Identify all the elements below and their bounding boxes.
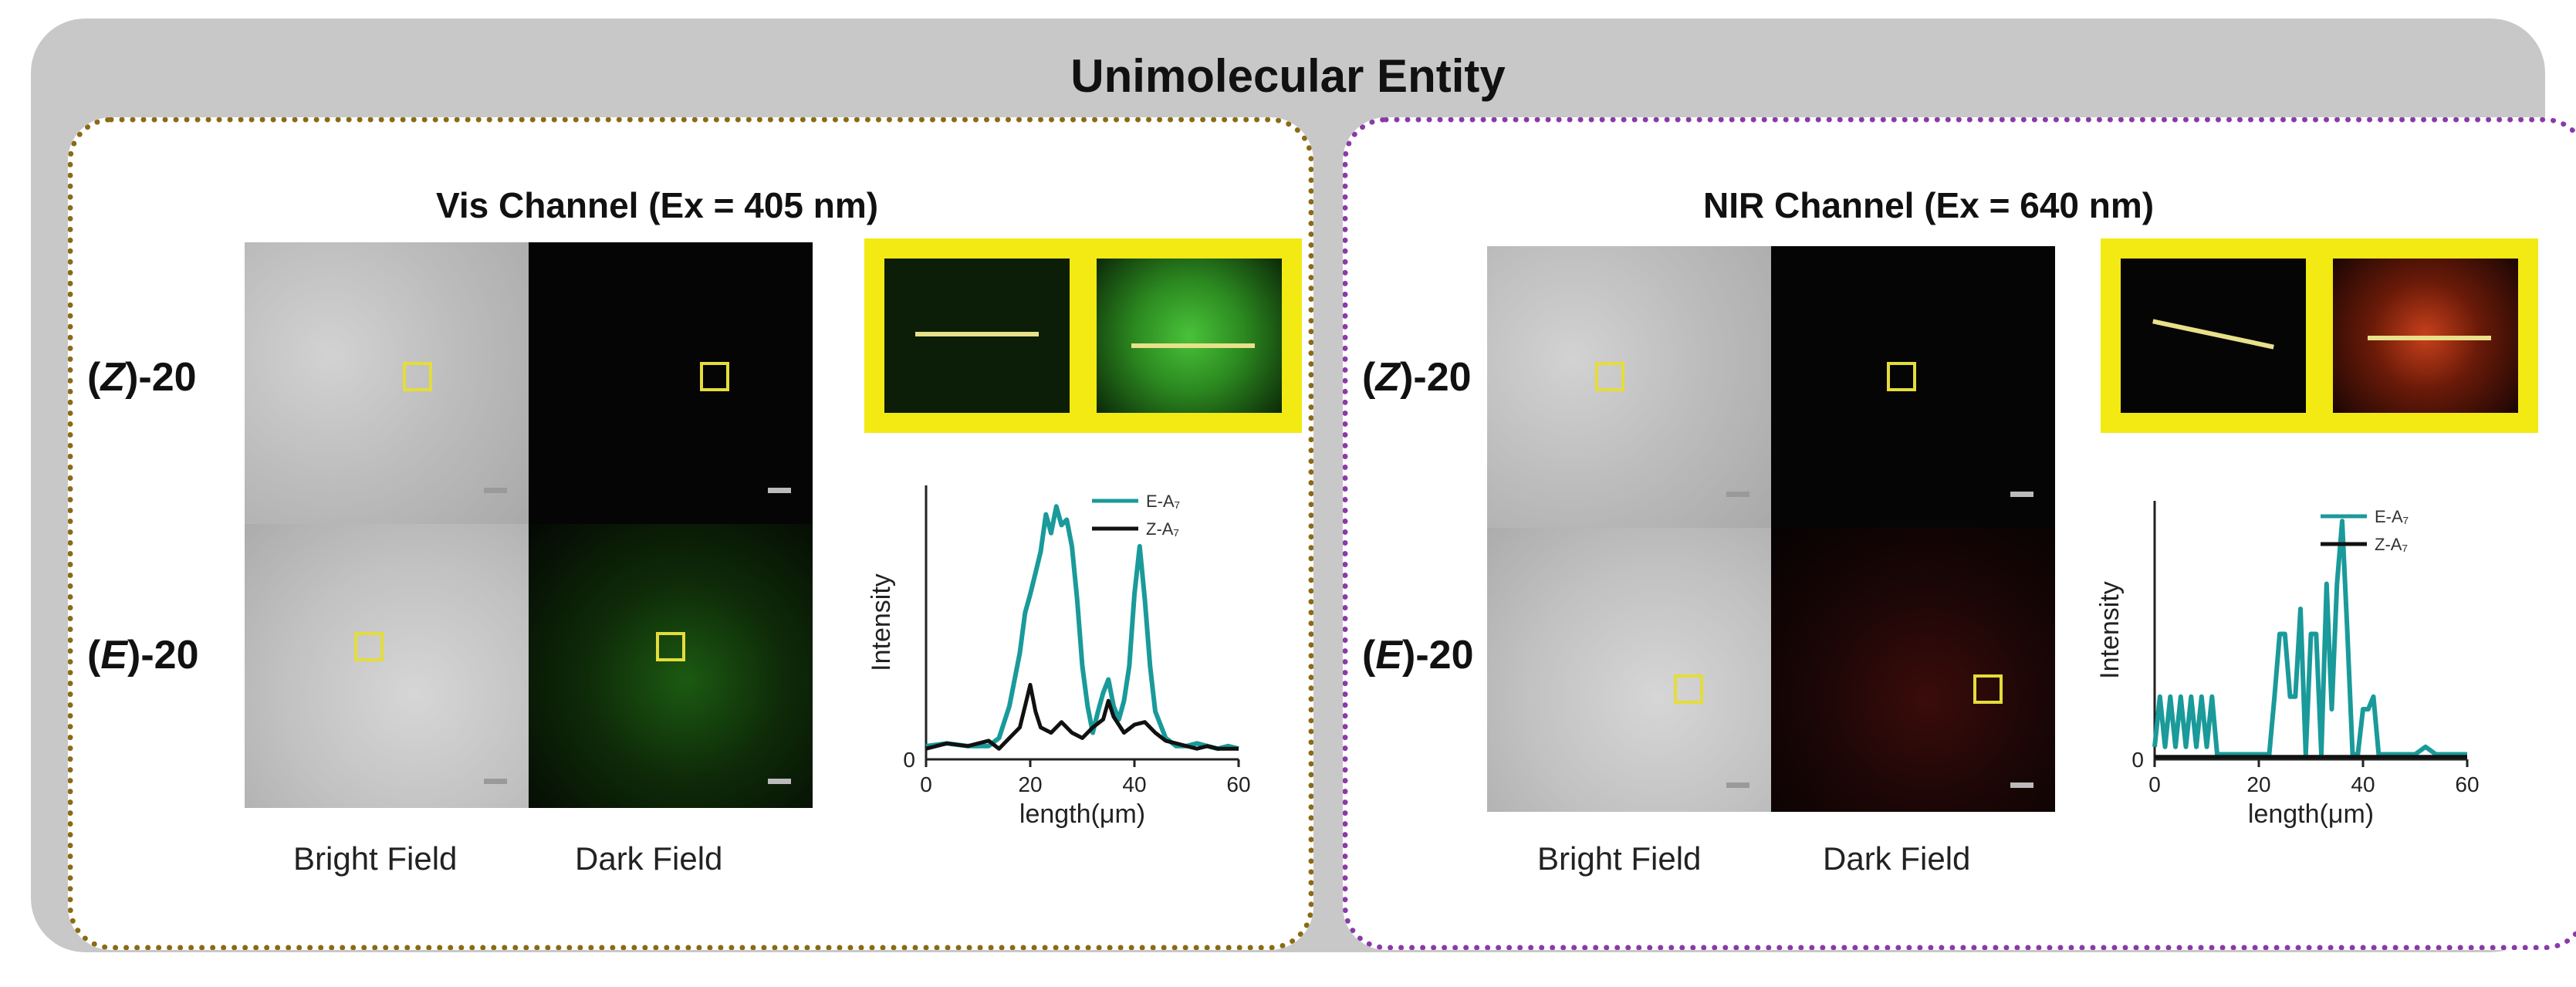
line-profile-marker — [915, 332, 1039, 336]
y-tick-label-0: 0 — [903, 748, 915, 772]
x-tick-label-2: 40 — [1122, 772, 1146, 796]
nir-e-zoom-inset — [2313, 238, 2538, 433]
roi-box — [1973, 674, 2003, 704]
vis-e-zoom-inset — [1077, 238, 1302, 433]
figure-title: Unimolecular Entity — [1070, 50, 1506, 102]
nir-row-label-e: (E)-20 — [1362, 633, 1474, 678]
roi-box — [1887, 362, 1916, 391]
roi-box — [354, 632, 384, 661]
scale-bar — [1726, 492, 1749, 497]
vis-z-zoom-inset — [864, 238, 1090, 433]
scale-bar — [2010, 492, 2033, 497]
vis-z-dark-field-image — [529, 242, 813, 524]
vis-bright-field-label: Bright Field — [293, 840, 458, 877]
legend-label-1: Z-A₇ — [2375, 535, 2408, 554]
legend-label-0: E-A₇ — [2375, 507, 2409, 526]
nir-channel-panel: NIR Channel (Ex = 640 nm) (Z)-20 (E)-20 … — [1343, 117, 2576, 950]
series-line-0 — [2152, 519, 2467, 757]
y-axis-label: Intensity — [2095, 581, 2125, 679]
x-tick-label-3: 60 — [2455, 772, 2479, 796]
line-profile-marker — [2368, 336, 2491, 340]
series-line-1 — [925, 682, 1239, 751]
line-profile-marker — [1131, 343, 1255, 348]
nir-bright-field-label: Bright Field — [1537, 840, 1702, 877]
figure-background: Unimolecular Entity Vis Channel (Ex = 40… — [31, 19, 2576, 952]
scale-bar — [2010, 783, 2033, 788]
line-profile-marker — [2152, 319, 2274, 350]
roi-box — [403, 362, 432, 391]
scale-bar — [768, 488, 791, 493]
y-tick-label-0: 0 — [2131, 748, 2144, 772]
vis-channel-panel: Vis Channel (Ex = 405 nm) (Z)-20 (E)-20 … — [68, 117, 1313, 950]
vis-z-bright-field-image — [245, 242, 529, 524]
vis-e-bright-field-image — [245, 524, 529, 808]
series-line-0 — [925, 504, 1239, 752]
vis-row-label-z: (Z)-20 — [87, 355, 197, 400]
vis-row-label-e: (E)-20 — [87, 633, 199, 678]
scale-bar — [484, 779, 507, 784]
y-axis-label: Intensity — [867, 573, 896, 671]
nir-row-label-z: (Z)-20 — [1362, 355, 1472, 400]
roi-box — [700, 362, 729, 391]
nir-z-bright-field-image — [1487, 246, 1771, 528]
vis-panel-title: Vis Channel (Ex = 405 nm) — [436, 185, 879, 225]
x-tick-label-3: 60 — [1226, 772, 1250, 796]
nir-e-dark-field-image — [1771, 528, 2055, 812]
nir-e-bright-field-image — [1487, 528, 1771, 812]
x-tick-label-0: 0 — [2148, 772, 2161, 796]
vis-e-dark-field-image — [529, 524, 813, 808]
legend-label-1: Z-A₇ — [1146, 519, 1179, 539]
x-tick-label-2: 40 — [2351, 772, 2375, 796]
vis-intensity-chart: 0 20 40 60 0 length(μm) Intensity E-A₇ Z-A₇ — [867, 485, 1251, 829]
x-tick-label-1: 20 — [2246, 772, 2270, 796]
nir-dark-field-label: Dark Field — [1823, 840, 1971, 877]
vis-dark-field-label: Dark Field — [575, 840, 723, 877]
nir-intensity-chart: 0 20 40 60 0 length(μm) Intensity E-A₇ Z-A₇ — [2095, 501, 2480, 829]
nir-z-dark-field-image — [1771, 246, 2055, 528]
x-tick-label-1: 20 — [1018, 772, 1042, 796]
roi-box — [1674, 674, 1703, 704]
scale-bar — [484, 488, 507, 493]
x-axis-label: length(μm) — [2248, 799, 2374, 829]
nir-panel-title: NIR Channel (Ex = 640 nm) — [1703, 185, 2155, 225]
roi-box — [656, 632, 685, 661]
nir-z-zoom-inset — [2101, 238, 2326, 433]
x-tick-label-0: 0 — [920, 772, 932, 796]
scale-bar — [1726, 783, 1749, 788]
legend-label-0: E-A₇ — [1146, 492, 1180, 511]
roi-box — [1595, 362, 1624, 391]
scale-bar — [768, 779, 791, 784]
x-axis-label: length(μm) — [1019, 799, 1145, 829]
